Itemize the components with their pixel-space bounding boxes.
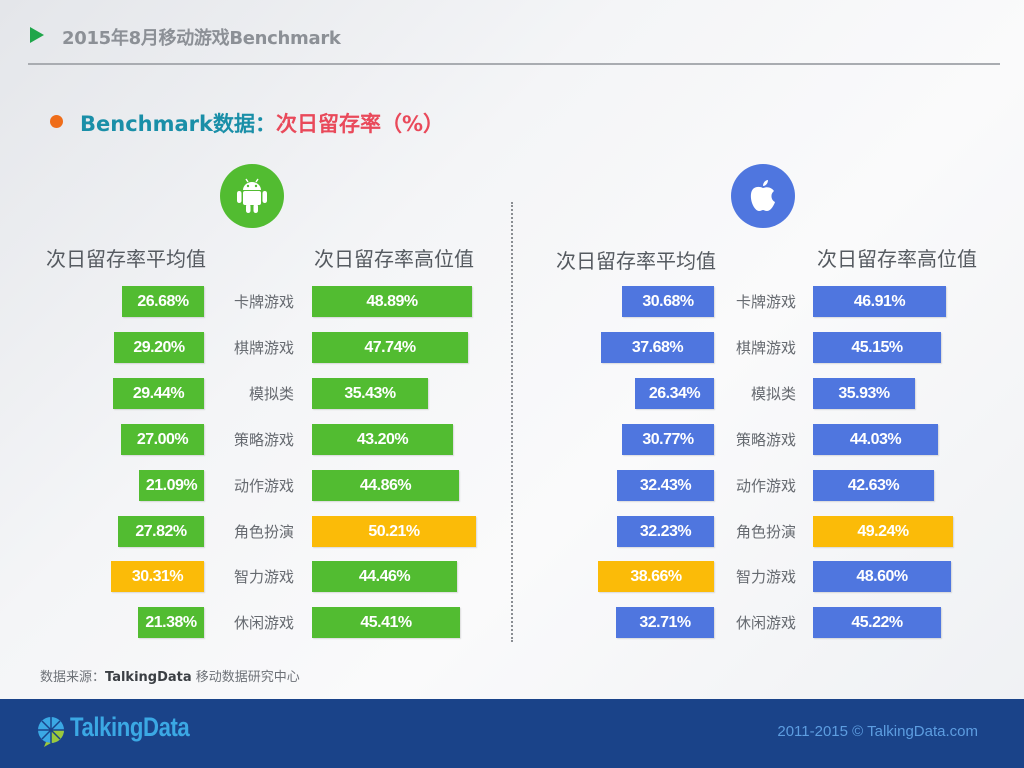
android-avg-bar: 26.68% [122, 286, 204, 317]
page-title: 2015年8月移动游戏Benchmark [62, 28, 341, 49]
ios-avg-bar: 26.34% [635, 378, 714, 409]
footer-copyright: 2011-2015 © TalkingData.com [777, 723, 978, 740]
apple-icon [731, 164, 795, 228]
android-category-label: 棋牌游戏 [233, 339, 294, 357]
android-high-bar: 44.86% [312, 470, 459, 501]
ios-avg-bar: 38.66% [598, 561, 714, 592]
footer-bar [0, 699, 1024, 768]
play-triangle-icon [30, 27, 44, 43]
android-high-header: 次日留存率高位值 [314, 247, 474, 271]
android-high-bar: 45.41% [312, 607, 460, 638]
android-category-label: 智力游戏 [233, 568, 294, 586]
source-brand: TalkingData [105, 670, 192, 685]
ios-avg-header: 次日留存率平均值 [556, 249, 716, 273]
android-avg-bar: 21.38% [138, 607, 204, 638]
ios-high-bar: 48.60% [813, 561, 951, 592]
talkingdata-logo-icon [36, 716, 68, 752]
ios-category-label: 动作游戏 [735, 477, 796, 495]
ios-category-label: 策略游戏 [735, 431, 796, 449]
android-avg-bar: 29.44% [113, 378, 204, 409]
source-rest: 移动数据研究中心 [191, 670, 300, 685]
android-high-bar: 48.89% [312, 286, 472, 317]
section-title: Benchmark数据：次日留存率（%） [80, 108, 444, 138]
android-high-bar: 44.46% [312, 561, 457, 592]
ios-category-label: 智力游戏 [735, 568, 796, 586]
bullet-dot-icon [50, 115, 63, 128]
android-category-label: 角色扮演 [233, 523, 294, 541]
ios-high-bar: 49.24% [813, 516, 953, 547]
platform-divider [511, 202, 513, 642]
ios-avg-bar: 30.77% [622, 424, 714, 455]
android-avg-bar: 27.00% [121, 424, 204, 455]
android-category-label: 动作游戏 [233, 477, 294, 495]
ios-avg-bar: 32.71% [616, 607, 714, 638]
data-source: 数据来源：TalkingData 移动数据研究中心 [40, 666, 300, 685]
section-title-main: 次日留存率（%） [275, 112, 445, 136]
android-high-bar: 35.43% [312, 378, 428, 409]
android-category-label: 卡牌游戏 [233, 293, 294, 311]
source-label: 数据来源： [40, 670, 106, 685]
ios-high-bar: 42.63% [813, 470, 934, 501]
android-high-bar: 47.74% [312, 332, 468, 363]
ios-high-bar: 44.03% [813, 424, 938, 455]
ios-avg-bar: 32.43% [617, 470, 714, 501]
android-avg-bar: 21.09% [139, 470, 204, 501]
android-high-bar: 50.21% [312, 516, 476, 547]
android-category-label: 策略游戏 [233, 431, 294, 449]
android-high-bar: 43.20% [312, 424, 453, 455]
ios-high-bar: 45.22% [813, 607, 941, 638]
ios-category-label: 卡牌游戏 [735, 293, 796, 311]
ios-category-label: 模拟类 [750, 385, 796, 403]
header-divider [28, 63, 1000, 65]
android-category-label: 休闲游戏 [233, 614, 294, 632]
android-category-label: 模拟类 [248, 385, 294, 403]
android-avg-bar: 30.31% [111, 561, 204, 592]
ios-high-bar: 45.15% [813, 332, 941, 363]
ios-high-bar: 46.91% [813, 286, 946, 317]
ios-category-label: 休闲游戏 [735, 614, 796, 632]
android-avg-bar: 27.82% [118, 516, 204, 547]
ios-category-label: 棋牌游戏 [735, 339, 796, 357]
android-avg-bar: 29.20% [114, 332, 204, 363]
ios-category-label: 角色扮演 [735, 523, 796, 541]
android-icon [220, 164, 284, 228]
android-avg-header: 次日留存率平均值 [46, 247, 206, 271]
footer-logo-text: TalkingData [70, 712, 190, 742]
section-title-prefix: Benchmark数据： [80, 112, 276, 136]
ios-high-header: 次日留存率高位值 [817, 247, 977, 271]
ios-high-bar: 35.93% [813, 378, 915, 409]
ios-avg-bar: 30.68% [622, 286, 714, 317]
ios-avg-bar: 37.68% [601, 332, 714, 363]
ios-avg-bar: 32.23% [617, 516, 714, 547]
